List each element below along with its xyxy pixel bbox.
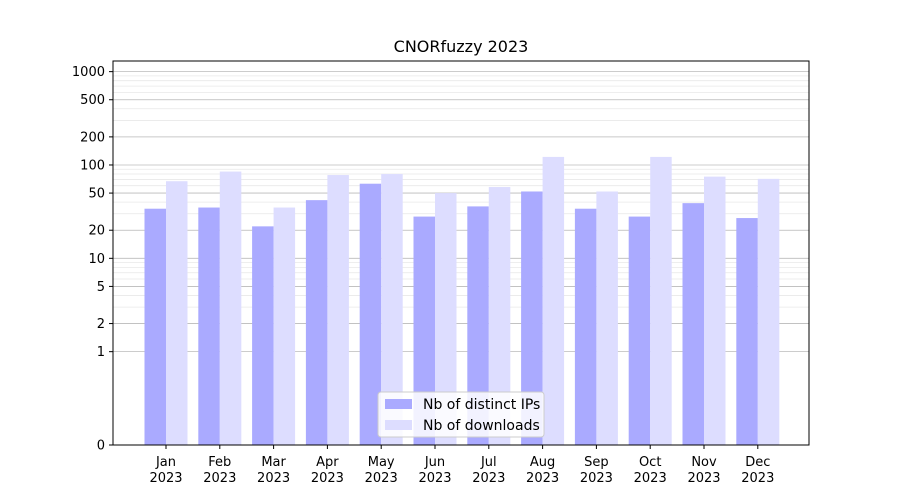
x-tick-label-year: 2023	[741, 471, 774, 486]
x-tick-label-month: Oct	[639, 455, 661, 470]
legend: Nb of distinct IPs Nb of downloads	[377, 391, 545, 438]
bar-downloads	[650, 156, 672, 445]
y-tick-label: 1	[97, 345, 105, 360]
y-tick-label: 200	[80, 130, 105, 145]
bar-distinct-ips	[682, 203, 704, 445]
y-tick-label: 500	[80, 93, 105, 108]
bar-distinct-ips	[359, 183, 382, 445]
bar-downloads	[596, 191, 618, 445]
x-tick-label-year: 2023	[203, 471, 236, 486]
x-tick-label-month: Jul	[480, 455, 497, 470]
bar-downloads	[166, 181, 188, 446]
x-tick-label-year: 2023	[149, 471, 182, 486]
x-tick-label-month: Nov	[691, 455, 717, 470]
x-tick-label-month: Jan	[155, 455, 176, 470]
bar-downloads	[488, 187, 511, 445]
y-axis: 0 1 2 5 10 20 50 100 200 500 1000	[72, 65, 113, 454]
x-tick-label-year: 2023	[687, 471, 720, 486]
bar-downloads	[757, 178, 780, 445]
y-tick-label: 0	[97, 439, 105, 454]
bar-distinct-ips	[467, 206, 489, 445]
legend-box	[377, 391, 545, 438]
y-tick-label: 20	[88, 224, 105, 239]
chart-title: CNORfuzzy 2023	[394, 37, 529, 56]
bar-distinct-ips	[413, 216, 435, 445]
bar-downloads	[542, 156, 565, 445]
bar-downloads	[381, 174, 403, 445]
x-tick-label-month: May	[368, 455, 395, 470]
bar-distinct-ips	[198, 207, 220, 445]
bar-downloads	[273, 207, 296, 445]
y-tick-label: 5	[97, 280, 105, 295]
x-tick-label-year: 2023	[472, 471, 505, 486]
x-tick-label-year: 2023	[580, 471, 613, 486]
legend-label: Nb of distinct IPs	[423, 397, 540, 413]
bar-distinct-ips	[628, 216, 651, 445]
bar-downloads	[704, 176, 726, 445]
bar-downloads	[435, 193, 457, 445]
x-tick-label-month: Aug	[530, 455, 555, 470]
x-tick-label-month: Mar	[261, 455, 286, 470]
y-tick-label: 100	[80, 158, 105, 173]
bar-downloads	[219, 171, 242, 445]
x-tick-label-year: 2023	[418, 471, 451, 486]
bar-distinct-ips	[144, 208, 166, 445]
x-tick-label-year: 2023	[257, 471, 290, 486]
x-tick-label-year: 2023	[634, 471, 667, 486]
bar-distinct-ips	[305, 200, 328, 445]
x-tick-label-year: 2023	[526, 471, 559, 486]
x-tick-label-month: Jun	[424, 455, 445, 470]
y-tick-label: 10	[88, 252, 105, 267]
bars	[144, 156, 780, 446]
y-tick-label: 1000	[72, 65, 105, 80]
x-tick-label-month: Sep	[584, 455, 609, 470]
legend-swatch	[385, 420, 412, 430]
plot-frame	[112, 60, 810, 446]
x-tick-label-month: Dec	[745, 455, 770, 470]
bar-distinct-ips	[574, 208, 597, 445]
bar-downloads	[327, 175, 349, 445]
bar-distinct-ips	[252, 226, 274, 445]
x-tick-label-month: Feb	[208, 455, 231, 470]
x-axis: Jan2023Feb2023Mar2023Apr2023May2023Jun20…	[149, 445, 774, 486]
x-tick-label-month: Apr	[316, 455, 339, 470]
legend-swatch	[385, 399, 412, 409]
legend-label: Nb of downloads	[423, 418, 540, 434]
y-tick-label: 50	[88, 187, 105, 202]
x-tick-label-year: 2023	[311, 471, 344, 486]
bar-distinct-ips	[736, 218, 758, 445]
y-tick-label: 2	[97, 317, 105, 332]
x-tick-label-year: 2023	[365, 471, 398, 486]
bar-distinct-ips	[521, 191, 543, 445]
